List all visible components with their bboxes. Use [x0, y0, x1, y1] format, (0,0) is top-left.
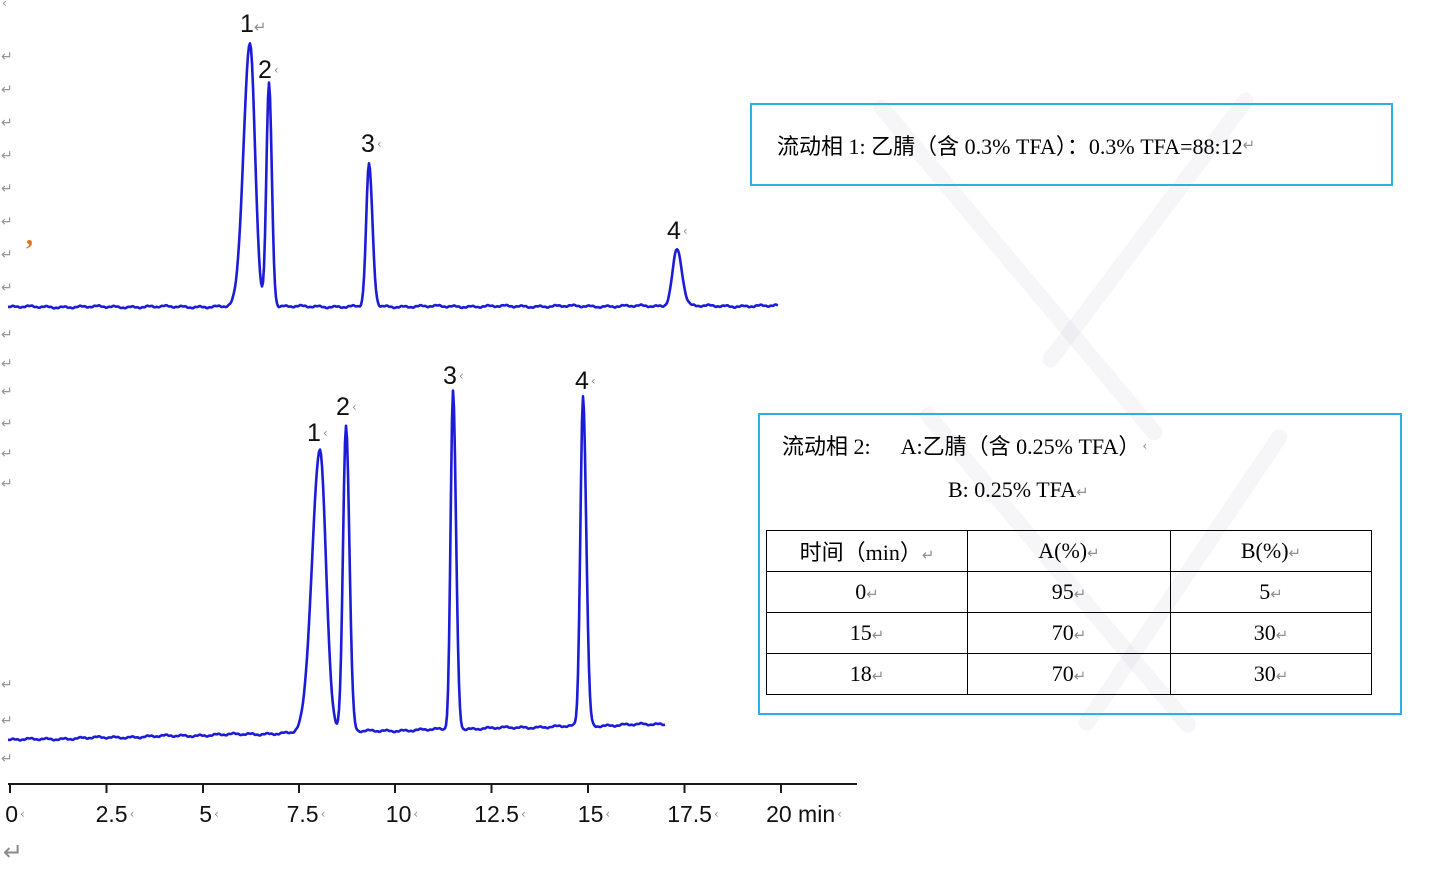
axis-tick-label-12.5: 12.5 ‹: [474, 801, 526, 827]
tab-mark: ‹: [351, 400, 357, 414]
paragraph-mark: ↵: [1, 214, 13, 230]
gradient-table-cell: 70↵: [967, 653, 1171, 695]
return-mark: ↵: [1087, 544, 1100, 562]
tab-mark: ‹: [1142, 439, 1148, 453]
peak-label-1: 1↵: [240, 10, 267, 38]
tab-mark: ‹: [605, 807, 611, 821]
tab-mark: ‹: [713, 807, 719, 821]
tab-mark: ‹: [520, 807, 526, 821]
gradient-table-row: 15↵ 70↵ 30↵: [766, 612, 1372, 654]
gradient-table-cell: 30↵: [1170, 612, 1372, 654]
gradient-table-cell: 0↵: [766, 571, 968, 613]
mobile-phase-2-line-a: 流动相 2: A:乙腈（含 0.25% TFA） ‹: [782, 429, 1400, 461]
gradient-table-row: 18↵ 70↵ 30↵: [766, 653, 1372, 695]
axis-tick-label-5: 5 ‹: [199, 801, 219, 827]
return-mark: ↵: [1242, 135, 1256, 154]
paragraph-mark: ↵: [1, 181, 13, 197]
return-mark: ↵: [1270, 585, 1283, 603]
phase-b-text: B: 0.25% TFA: [948, 477, 1077, 502]
mobile-phase-1-box: 流动相 1: 乙腈（含 0.3% TFA）：0.3% TFA=88:12 ↵: [750, 103, 1393, 186]
return-mark: ↵: [866, 585, 879, 603]
tab-mark: ‹: [2, 0, 7, 10]
paragraph-mark: ↵: [1, 713, 13, 729]
paragraph-mark: ↵: [1, 384, 13, 400]
return-mark: ↵: [1073, 667, 1087, 685]
tab-mark: ‹: [590, 374, 596, 388]
peak-label-4: 4 ‹: [667, 217, 688, 245]
paragraph-mark: ↵: [1, 751, 13, 767]
axis-tick-label-17.5: 17.5 ‹: [667, 801, 719, 827]
time-axis: [8, 783, 857, 793]
gradient-table-cell: 5↵: [1170, 571, 1372, 613]
gradient-table-cell: 30↵: [1170, 653, 1372, 695]
return-mark: ↵: [1073, 626, 1087, 644]
paragraph-mark: ↵: [1, 476, 13, 492]
paragraph-mark: ↵: [1, 677, 13, 693]
gradient-table-cell: 18↵: [766, 653, 968, 695]
axis-tick-label-20-min: 20 min ‹: [766, 801, 842, 827]
gradient-table-header: A(%)↵: [967, 530, 1171, 572]
gradient-table: 时间（min）↵ A(%)↵ B(%)↵ 0↵ 95↵ 5↵ 15↵ 70↵ 30↵ 18↵ 70↵…: [766, 530, 1372, 695]
return-mark: ↵: [871, 667, 885, 685]
axis-tick-label-2.5: 2.5 ‹: [95, 801, 135, 827]
tab-mark: ‹: [458, 369, 464, 383]
paragraph-mark: ↵: [1, 416, 13, 432]
paragraph-mark: ↵: [1, 82, 13, 98]
return-mark: ↵: [253, 18, 267, 36]
paragraph-mark: ↵: [1, 446, 13, 462]
return-mark: ↵: [1073, 585, 1087, 603]
gradient-table-cell: 15↵: [766, 612, 968, 654]
axis-tick-label-15: 15 ‹: [577, 801, 611, 827]
paragraph-mark: ↵: [1, 148, 13, 164]
tab-mark: ‹: [19, 807, 25, 821]
return-mark: ↵: [921, 546, 935, 564]
return-mark: ↵: [1076, 483, 1089, 501]
peak-label-1: 1 ‹: [307, 419, 328, 447]
tab-mark: ‹: [682, 224, 688, 238]
phase-a-text: A:乙腈（含 0.25% TFA）: [900, 434, 1141, 459]
chromatogram-mobile-phase-1-trace: [7, 42, 779, 310]
peak-label-3: 3 ‹: [361, 130, 382, 158]
gradient-table-cell: 70↵: [967, 612, 1171, 654]
return-mark: ↵: [1275, 667, 1289, 685]
axis-tick-label-10: 10 ‹: [385, 801, 419, 827]
gradient-table-header: B(%)↵: [1170, 530, 1372, 572]
tab-mark: ‹: [413, 807, 419, 821]
tab-mark: ‹: [273, 63, 279, 77]
paragraph-mark-large: ↵: [3, 838, 24, 866]
peak-label-4: 4 ‹: [575, 367, 596, 395]
mobile-phase-2-prefix: 流动相 2:: [782, 434, 871, 459]
paragraph-mark: ↵: [1, 49, 13, 65]
tab-mark: ‹: [837, 807, 842, 821]
paragraph-mark: ↵: [1, 327, 13, 343]
axis-tick-label-7.5: 7.5 ‹: [286, 801, 326, 827]
paragraph-mark: ↵: [1, 247, 13, 263]
gradient-table-header: 时间（min）↵: [766, 530, 968, 572]
stray-comma: ,: [26, 220, 33, 251]
tab-mark: ‹: [129, 807, 135, 821]
axis-tick-label-0: 0 ‹: [5, 801, 25, 827]
paragraph-mark: ↵: [1, 115, 13, 131]
peak-label-2: 2 ‹: [258, 56, 279, 84]
peak-label-2: 2 ‹: [336, 393, 357, 421]
tab-mark: ‹: [213, 807, 219, 821]
return-mark: ↵: [871, 626, 885, 644]
paragraph-mark: ↵: [1, 280, 13, 296]
return-mark: ↵: [1288, 544, 1302, 562]
tab-mark: ‹: [376, 137, 382, 151]
return-mark: ↵: [1275, 626, 1289, 644]
tab-mark: ‹: [320, 807, 326, 821]
peak-label-3: 3 ‹: [443, 362, 464, 390]
gradient-table-cell: 95↵: [967, 571, 1171, 613]
tab-mark: ‹: [322, 426, 328, 440]
paragraph-mark: ↵: [1, 356, 13, 372]
mobile-phase-2-box: 流动相 2: A:乙腈（含 0.25% TFA） ‹ B: 0.25% TFA↵ 时…: [758, 413, 1402, 715]
chromatogram-mobile-phase-2-trace: [7, 389, 666, 742]
mobile-phase-1-text: 流动相 1: 乙腈（含 0.3% TFA）：0.3% TFA=88:12: [777, 133, 1243, 159]
mobile-phase-2-line-b: B: 0.25% TFA↵: [948, 477, 1400, 503]
gradient-table-row: 0↵ 95↵ 5↵: [766, 571, 1372, 613]
